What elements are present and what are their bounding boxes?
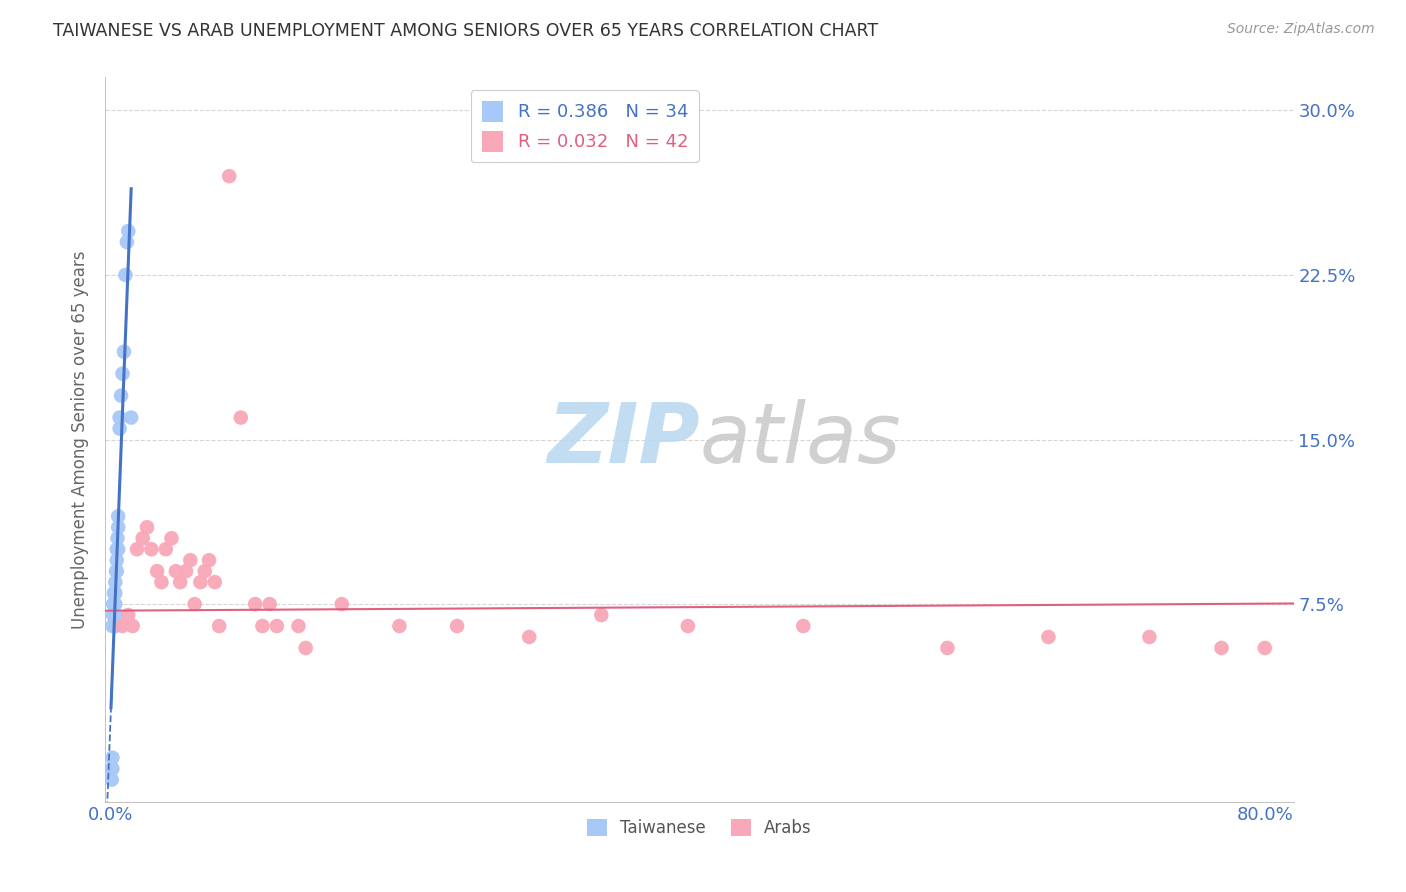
Point xyxy=(111,367,134,381)
Point xyxy=(252,619,274,633)
Legend: Taiwanese, Arabs: Taiwanese, Arabs xyxy=(581,813,818,844)
Text: Source: ZipAtlas.com: Source: ZipAtlas.com xyxy=(1227,22,1375,37)
Point xyxy=(104,575,127,590)
Point xyxy=(107,509,129,524)
Point xyxy=(104,608,127,623)
Text: ZIP: ZIP xyxy=(547,399,699,480)
Point xyxy=(105,564,128,578)
Y-axis label: Unemployment Among Seniors over 65 years: Unemployment Among Seniors over 65 years xyxy=(72,251,89,629)
Point xyxy=(103,586,125,600)
Point xyxy=(112,344,135,359)
Point xyxy=(218,169,240,184)
Point xyxy=(115,235,138,249)
Point xyxy=(103,597,125,611)
Point xyxy=(388,619,411,633)
Point xyxy=(1137,630,1160,644)
Point xyxy=(294,640,316,655)
Point xyxy=(330,597,353,611)
Point xyxy=(105,564,128,578)
Point xyxy=(100,772,122,787)
Point xyxy=(104,619,127,633)
Point xyxy=(287,619,309,633)
Point xyxy=(208,619,231,633)
Point xyxy=(229,410,252,425)
Point xyxy=(591,608,613,623)
Point xyxy=(108,410,131,425)
Point xyxy=(111,619,134,633)
Point xyxy=(103,608,125,623)
Point xyxy=(132,531,155,545)
Point xyxy=(676,619,699,633)
Point xyxy=(204,575,226,590)
Point xyxy=(104,597,127,611)
Point xyxy=(1254,640,1277,655)
Point xyxy=(141,542,163,557)
Point xyxy=(146,564,169,578)
Point xyxy=(155,542,177,557)
Point xyxy=(446,619,468,633)
Point xyxy=(150,575,173,590)
Text: TAIWANESE VS ARAB UNEMPLOYMENT AMONG SENIORS OVER 65 YEARS CORRELATION CHART: TAIWANESE VS ARAB UNEMPLOYMENT AMONG SEN… xyxy=(53,22,879,40)
Point xyxy=(110,389,132,403)
Point xyxy=(936,640,959,655)
Point xyxy=(1038,630,1060,644)
Text: atlas: atlas xyxy=(699,399,901,480)
Point xyxy=(517,630,540,644)
Point xyxy=(117,608,139,623)
Point xyxy=(165,564,187,578)
Point xyxy=(169,575,191,590)
Point xyxy=(792,619,814,633)
Point xyxy=(101,762,124,776)
Point xyxy=(125,542,148,557)
Point xyxy=(259,597,281,611)
Point xyxy=(245,597,267,611)
Point xyxy=(1211,640,1233,655)
Point xyxy=(101,750,124,764)
Point xyxy=(190,575,212,590)
Point xyxy=(120,410,142,425)
Point xyxy=(117,224,139,238)
Point xyxy=(105,553,128,567)
Point xyxy=(179,553,201,567)
Point xyxy=(183,597,205,611)
Point xyxy=(107,542,129,557)
Point xyxy=(101,608,124,623)
Point xyxy=(194,564,217,578)
Point xyxy=(121,619,143,633)
Point xyxy=(114,268,136,282)
Point xyxy=(108,421,131,435)
Point xyxy=(198,553,221,567)
Point xyxy=(105,542,128,557)
Point xyxy=(136,520,159,534)
Point xyxy=(101,597,124,611)
Point xyxy=(174,564,197,578)
Point xyxy=(103,586,125,600)
Point xyxy=(104,586,127,600)
Point xyxy=(103,597,125,611)
Point xyxy=(100,762,122,776)
Point xyxy=(266,619,288,633)
Point xyxy=(107,520,129,534)
Point xyxy=(101,619,124,633)
Point xyxy=(160,531,183,545)
Point xyxy=(107,531,129,545)
